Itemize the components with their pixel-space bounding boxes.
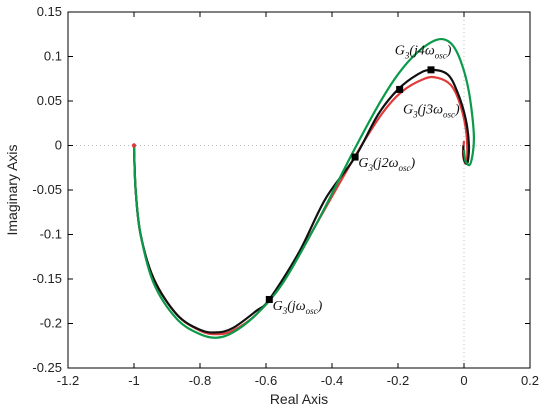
- frequency-marker: [351, 153, 359, 161]
- frequency-annotation: G3(j2ωosc): [358, 156, 415, 173]
- frequency-annotation: G3(jωosc): [273, 299, 323, 316]
- y-tick-label: 0.1: [44, 49, 62, 64]
- x-tick-label: -0.2: [387, 373, 409, 388]
- x-tick-label: -0.4: [321, 373, 343, 388]
- frequency-marker: [396, 85, 404, 93]
- plot-area: [67, 11, 531, 369]
- start-point: [131, 143, 137, 148]
- frequency-marker: [427, 66, 435, 74]
- y-axis-title: Imaginary Axis: [4, 144, 20, 235]
- x-axis-title: Real Axis: [270, 391, 328, 407]
- frequency-annotation: G3(j4ωosc): [395, 44, 452, 61]
- y-tick-label: -0.15: [32, 271, 62, 286]
- y-tick-label: -0.05: [32, 182, 62, 197]
- x-tick-label: -0.6: [255, 373, 277, 388]
- x-tick-label: -0.8: [189, 373, 211, 388]
- x-tick-label: 0.2: [521, 373, 539, 388]
- y-tick-label: -0.1: [40, 227, 62, 242]
- x-tick-label: 0: [460, 373, 467, 388]
- x-tick-label: -1.2: [57, 373, 79, 388]
- y-tick-label: 0: [55, 138, 62, 153]
- y-tick-label: -0.2: [40, 316, 62, 331]
- x-tick-label: -1: [128, 373, 140, 388]
- y-tick-label: -0.25: [32, 360, 62, 375]
- y-tick-label: 0.05: [37, 93, 62, 108]
- frequency-annotation: G3(j3ωosc): [403, 102, 460, 119]
- y-tick-label: 0.15: [37, 4, 62, 19]
- frequency-marker: [265, 295, 273, 303]
